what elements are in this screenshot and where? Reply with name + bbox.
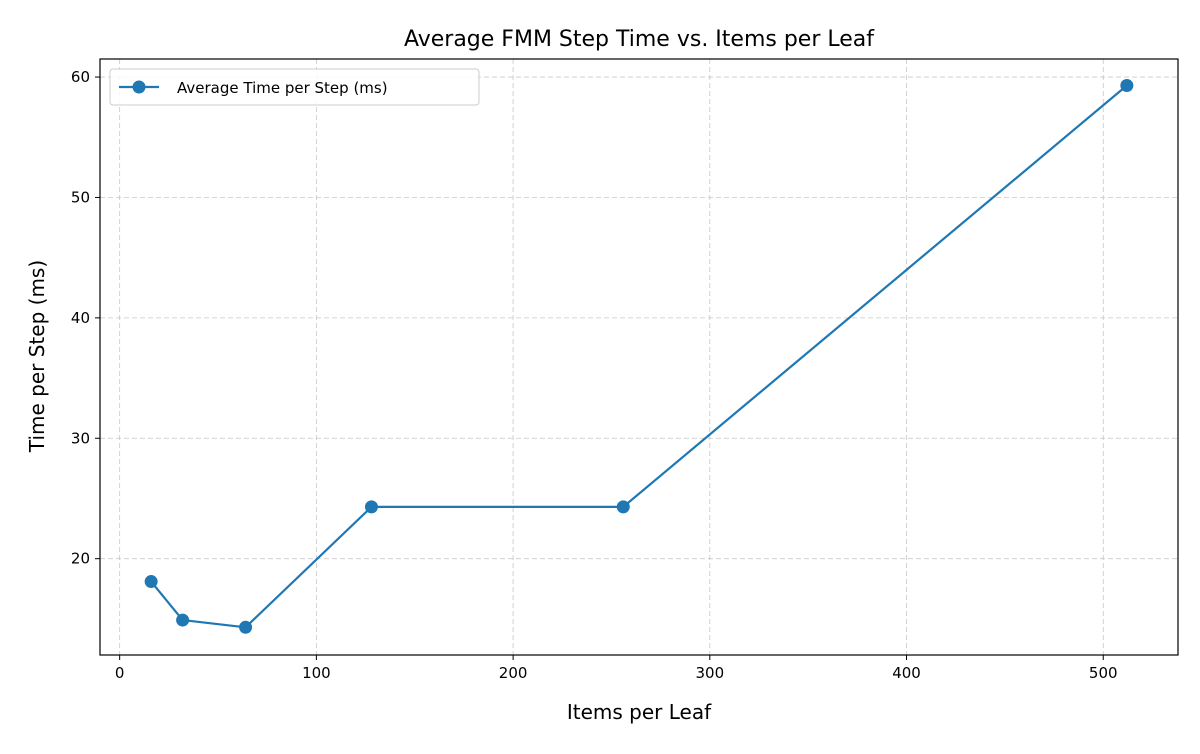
- data-point: [1120, 78, 1134, 92]
- y-tick-label: 60: [71, 68, 90, 86]
- axes: [95, 58, 1179, 660]
- y-tick-label: 30: [71, 429, 90, 447]
- data-point: [144, 575, 158, 589]
- x-tick-label: 0: [115, 664, 125, 682]
- series-line: [150, 84, 1128, 629]
- x-tick-label: 400: [892, 664, 921, 682]
- y-tick-label: 50: [71, 188, 90, 206]
- x-tick-label: 300: [695, 664, 724, 682]
- y-tick-label: 20: [71, 550, 90, 568]
- x-axis-label: Items per Leaf: [567, 700, 712, 724]
- plot-frame: [99, 58, 1179, 656]
- legend-label: Average Time per Step (ms): [177, 79, 388, 97]
- data-point: [239, 620, 253, 634]
- legend-marker-swatch: [132, 80, 146, 94]
- tick-labels: 0 100 200 300 400 500 20 30 40 50 60: [71, 68, 1118, 682]
- x-tick-label: 500: [1089, 664, 1118, 682]
- data-point: [364, 500, 378, 514]
- data-point: [176, 613, 190, 627]
- y-tick-label: 40: [71, 309, 90, 327]
- x-tick-label: 200: [499, 664, 528, 682]
- x-tick-label: 100: [302, 664, 331, 682]
- y-axis-label: Time per Step (ms): [25, 260, 49, 453]
- series-layer: [144, 78, 1134, 634]
- legend-box: [109, 68, 480, 106]
- legend: Average Time per Step (ms): [109, 68, 480, 106]
- chart-title: Average FMM Step Time vs. Items per Leaf: [404, 27, 875, 52]
- data-point: [616, 500, 630, 514]
